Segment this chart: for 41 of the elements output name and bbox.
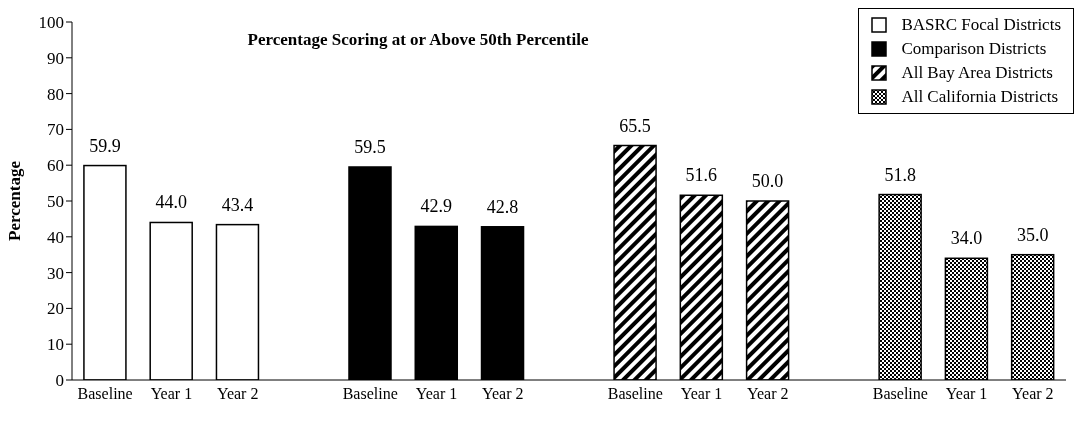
y-axis-title: Percentage — [5, 160, 25, 241]
y-tick-label: 30 — [47, 263, 64, 283]
x-tick-label: Year 1 — [415, 385, 458, 403]
x-tick-label: Baseline — [77, 385, 133, 403]
data-label: 42.8 — [486, 196, 519, 217]
data-label: 51.6 — [685, 165, 718, 186]
x-tick-label: Year 1 — [680, 385, 723, 403]
x-tick-label: Year 2 — [481, 385, 524, 403]
y-tick-label: 100 — [38, 13, 64, 33]
y-tick-label: 90 — [47, 48, 64, 68]
x-tick-label: Year 2 — [216, 385, 259, 403]
y-tick-label: 80 — [47, 84, 64, 104]
x-tick-label: Year 1 — [150, 385, 193, 403]
legend-label: Comparison Districts — [901, 39, 1047, 59]
data-label: 42.9 — [420, 196, 453, 217]
data-label: 65.5 — [619, 115, 651, 136]
legend-label: All Bay Area Districts — [901, 63, 1053, 83]
y-tick-label: 40 — [47, 227, 64, 247]
data-label: 44.0 — [155, 192, 187, 213]
legend-label: All California Districts — [901, 87, 1059, 107]
text: Percentage Scoring at or Above 50th Percentile — [246, 30, 590, 50]
y-tick-label: 0 — [55, 371, 64, 391]
x-tick-label: Year 2 — [747, 385, 789, 403]
legend-label: BASRC Focal Districts — [901, 15, 1061, 35]
data-label: 35.0 — [1016, 224, 1049, 245]
y-tick-label: 10 — [47, 335, 64, 355]
data-label: 59.9 — [89, 135, 121, 156]
y-tick-label: 60 — [47, 156, 64, 176]
x-tick-label: Baseline — [607, 385, 663, 403]
x-tick-label: Year 2 — [1012, 385, 1054, 403]
y-tick-label: 70 — [47, 120, 64, 140]
data-label: 50.0 — [751, 171, 784, 191]
data-label: 34.0 — [950, 228, 983, 249]
y-tick-label: 50 — [47, 192, 64, 212]
data-label: 59.5 — [354, 136, 386, 157]
x-tick-label: Baseline — [342, 385, 398, 403]
x-tick-label: Baseline — [872, 385, 928, 403]
data-label: 43.4 — [221, 194, 254, 215]
y-tick-label: 20 — [47, 299, 64, 319]
x-tick-label: Year 1 — [945, 385, 988, 403]
data-label: 51.8 — [884, 164, 916, 185]
